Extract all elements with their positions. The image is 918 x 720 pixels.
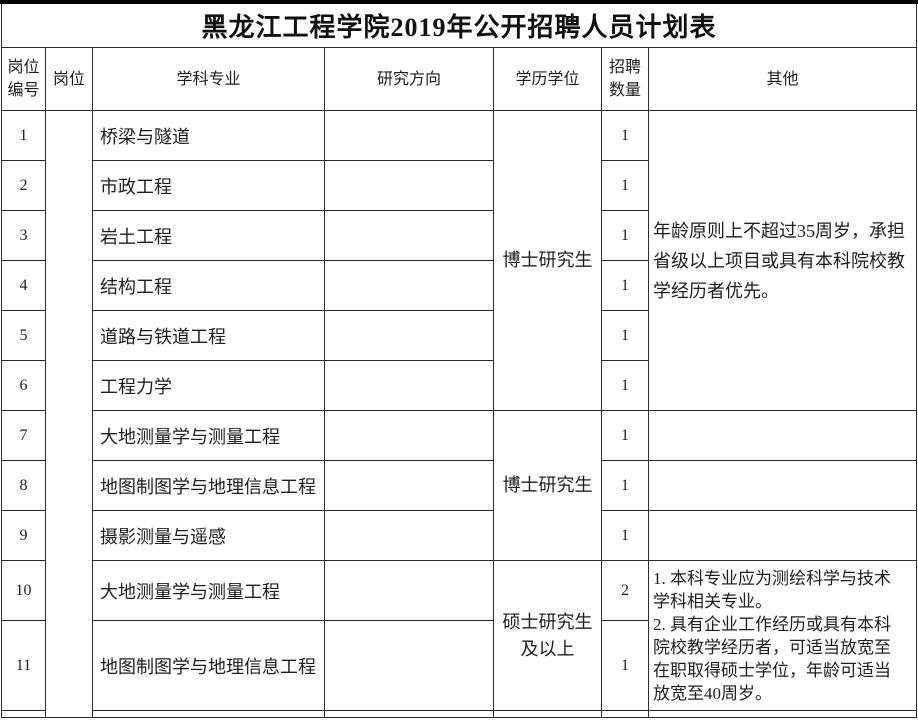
table-row: 11 地图制图学与地理信息工程 1: [1, 620, 917, 711]
research-direction-cell: [324, 710, 494, 718]
major-cell: 岩土工程: [92, 210, 325, 261]
major-cell: 桥梁与隧道: [92, 110, 325, 161]
major-cell: 大地测量学与测量工程: [92, 410, 325, 461]
research-direction-cell: [324, 360, 494, 411]
row-number-cell: 2: [1, 160, 46, 211]
quantity-cell: 1: [601, 460, 649, 511]
other-cell: [647, 710, 918, 718]
degree-cell: [493, 710, 602, 718]
other-cell-row-9: [647, 510, 918, 561]
table-row: 9 摄影测量与遥感 1: [1, 510, 918, 561]
quantity-cell: 1: [601, 360, 649, 411]
quantity-cell: 1: [601, 620, 649, 711]
research-direction-cell: [324, 310, 494, 361]
quantity-cell: 1: [601, 410, 649, 461]
quantity-cell: 1: [601, 110, 649, 161]
row-number-cell: 11: [1, 620, 46, 711]
table-row-partial: [1, 710, 918, 718]
major-cell: 地图制图学与地理信息工程: [92, 620, 325, 711]
header-major: 学科专业: [92, 47, 325, 111]
table-row: 3 岩土工程 1: [1, 210, 917, 261]
research-direction-cell: [324, 620, 494, 711]
degree-cell-rows-1-6: 博士研究生: [493, 110, 602, 411]
page-title: 黑龙江工程学院2019年公开招聘人员计划表: [0, 4, 918, 48]
position-column-cell: [45, 110, 93, 718]
recruitment-plan-table: 黑龙江工程学院2019年公开招聘人员计划表 岗位 编号 岗位 学科专业 研究方向…: [0, 4, 918, 718]
header-other: 其他: [647, 47, 918, 111]
quantity-cell: 2: [601, 560, 649, 621]
major-cell: 工程力学: [92, 360, 325, 411]
header-research-direction: 研究方向: [324, 47, 494, 111]
row-number-cell: 10: [1, 560, 46, 621]
other-cell-row-8: [647, 460, 918, 511]
major-cell: 地图制图学与地理信息工程: [92, 460, 325, 511]
row-number-cell: 3: [1, 210, 46, 261]
degree-cell-rows-7-9: 博士研究生: [493, 410, 602, 561]
quantity-cell: 1: [601, 160, 649, 211]
major-cell: [92, 710, 325, 718]
header-position-no: 岗位 编号: [1, 47, 46, 111]
table-row: 8 地图制图学与地理信息工程 1: [1, 460, 918, 511]
row-number-cell: 6: [1, 360, 46, 411]
other-cell-rows-1-6: 年龄原则上不超过35周岁，承担 省级以上项目或具有本科院校教 学经历者优先。: [647, 110, 918, 411]
research-direction-cell: [324, 460, 494, 511]
major-cell: 结构工程: [92, 260, 325, 311]
table-row: 7 大地测量学与测量工程 博士研究生 1: [1, 410, 918, 561]
research-direction-cell: [324, 160, 494, 211]
research-direction-cell: [324, 410, 494, 461]
research-direction-cell: [324, 510, 494, 561]
quantity-cell: [601, 710, 649, 718]
top-black-bar: [0, 0, 918, 4]
other-cell-rows-10-11: 1. 本科专业应为测绘科学与技术 学科相关专业。 2. 具有企业工作经历或具有本…: [647, 560, 918, 711]
row-number-cell: 9: [1, 510, 46, 561]
research-direction-cell: [324, 560, 494, 621]
major-cell: 道路与铁道工程: [92, 310, 325, 361]
degree-cell-rows-10-11: 硕士研究生 及以上: [493, 560, 602, 711]
row-number-cell: [1, 710, 46, 718]
major-cell: 市政工程: [92, 160, 325, 211]
major-cell: 大地测量学与测量工程: [92, 560, 325, 621]
table-row: 1 桥梁与隧道 博士研究生 1 年龄原则上不超过35周岁，承担 省级以上项目或具…: [1, 110, 918, 718]
major-cell: 摄影测量与遥感: [92, 510, 325, 561]
row-number-cell: 1: [1, 110, 46, 161]
research-direction-cell: [324, 110, 494, 161]
quantity-cell: 1: [601, 310, 649, 361]
row-number-cell: 8: [1, 460, 46, 511]
quantity-cell: 1: [601, 510, 649, 561]
research-direction-cell: [324, 210, 494, 261]
header-position: 岗位: [45, 47, 93, 111]
research-direction-cell: [324, 260, 494, 311]
table-row: 4 结构工程 1: [1, 260, 917, 311]
header-degree: 学历学位: [493, 47, 602, 111]
quantity-cell: 1: [601, 210, 649, 261]
table-row: 2 市政工程 1: [1, 160, 917, 211]
row-number-cell: 4: [1, 260, 46, 311]
row-number-cell: 7: [1, 410, 46, 461]
table-row: 10 大地测量学与测量工程 硕士研究生 及以上 2 1. 本科专业应为测绘科学与…: [1, 560, 918, 711]
quantity-cell: 1: [601, 260, 649, 311]
row-number-cell: 5: [1, 310, 46, 361]
other-cell-row-7: [647, 410, 918, 461]
header-quantity: 招聘 数量: [601, 47, 649, 111]
